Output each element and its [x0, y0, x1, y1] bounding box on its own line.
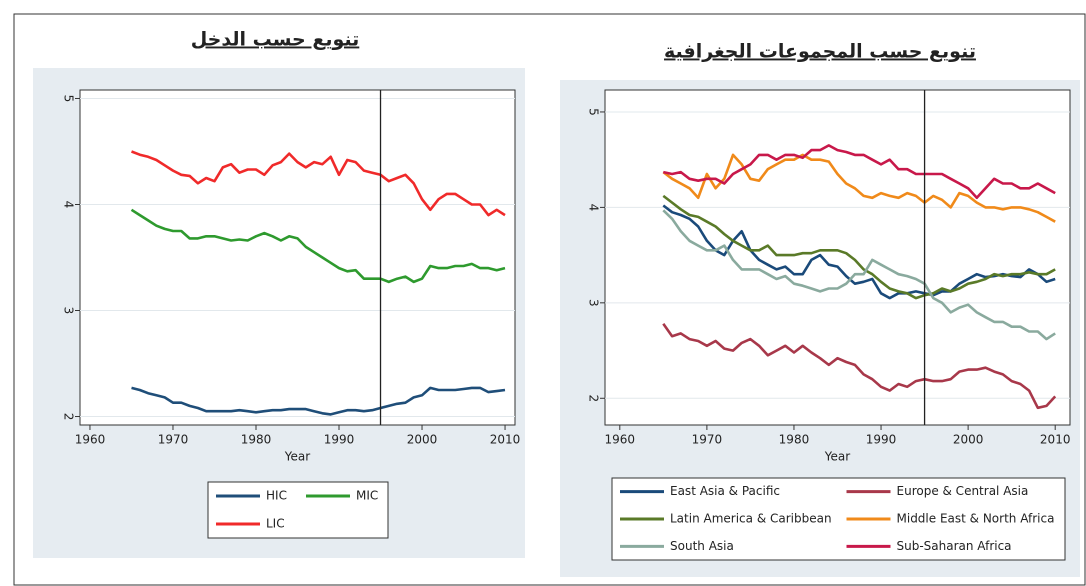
- x-axis-label: Year: [824, 450, 850, 464]
- legend-box: [611, 477, 1066, 561]
- y-tick-label: 2: [62, 413, 76, 421]
- x-tick-label: 1960: [75, 433, 106, 447]
- x-tick-label: 2000: [953, 433, 984, 447]
- chart-title: تنويع حسب المجموعات الجغرافية: [664, 41, 976, 63]
- y-tick-label: 3: [587, 299, 601, 307]
- series-line: [662, 209, 1056, 341]
- plot-area: [604, 89, 1071, 426]
- x-tick-label: 1980: [241, 433, 272, 447]
- legend-label: South Asia: [670, 539, 734, 553]
- x-tick-label: 1970: [692, 433, 723, 447]
- x-tick-label: 1960: [605, 433, 636, 447]
- y-tick-label: 5: [62, 95, 76, 103]
- legend-label: LIC: [266, 517, 285, 531]
- legend-label: HIC: [266, 489, 287, 503]
- plot-area: [79, 89, 516, 426]
- x-tick-label: 2000: [407, 433, 438, 447]
- legend-label: MIC: [356, 489, 378, 503]
- x-tick-label: 1980: [779, 433, 810, 447]
- y-tick-label: 3: [62, 307, 76, 315]
- x-tick-label: 2010: [1040, 433, 1071, 447]
- series-line: [663, 144, 1056, 200]
- series-line: [662, 194, 1056, 300]
- series-line: [131, 150, 506, 217]
- x-axis-label: Year: [284, 450, 310, 464]
- series-line: [662, 153, 1056, 223]
- frame: [13, 13, 1086, 586]
- legend-box: [207, 481, 389, 539]
- legend-label: Sub-Saharan Africa: [897, 539, 1012, 553]
- series-line: [130, 208, 506, 284]
- x-tick-label: 2010: [490, 433, 521, 447]
- y-tick-label: 4: [62, 201, 76, 209]
- legend-label: East Asia & Pacific: [670, 484, 780, 498]
- legend-label: Europe & Central Asia: [897, 484, 1029, 498]
- chart-title: تنويع حسب الدخل: [191, 29, 360, 51]
- y-tick-label: 4: [587, 204, 601, 212]
- y-tick-label: 5: [587, 108, 601, 116]
- series-line: [662, 323, 1057, 410]
- series-line: [131, 386, 506, 416]
- x-tick-label: 1970: [158, 433, 189, 447]
- x-tick-label: 1990: [866, 433, 897, 447]
- y-tick-label: 2: [587, 394, 601, 402]
- x-tick-label: 1990: [324, 433, 355, 447]
- legend-label: Middle East & North Africa: [897, 512, 1055, 526]
- legend-label: Latin America & Caribbean: [670, 512, 832, 526]
